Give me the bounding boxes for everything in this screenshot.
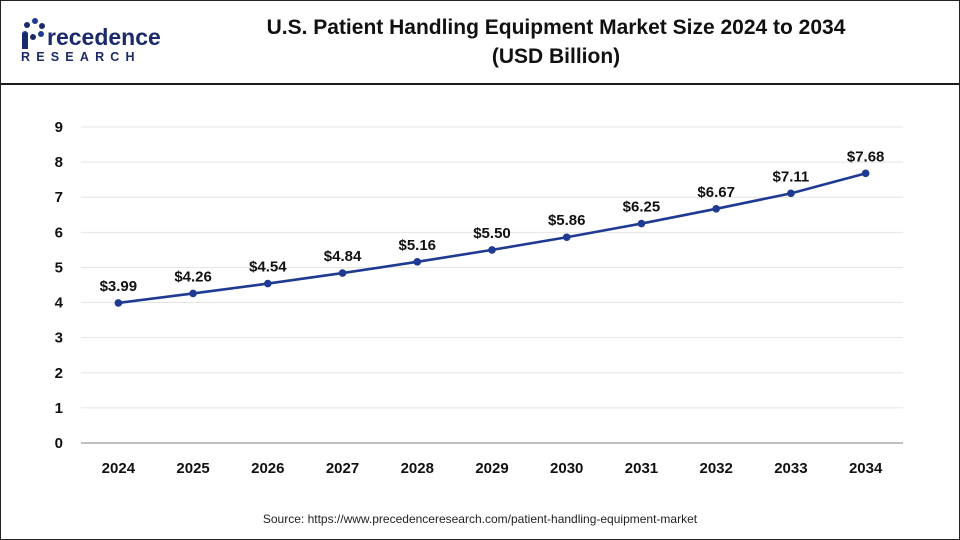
- data-label: $6.25: [623, 199, 661, 216]
- x-tick-label: 2025: [176, 460, 209, 477]
- chart-title-line2: (USD Billion): [491, 45, 621, 68]
- data-label: $5.16: [398, 237, 436, 254]
- data-label: $4.26: [174, 268, 212, 285]
- x-tick-label: 2032: [699, 460, 732, 477]
- y-axis-ticks: 0 1 2 3 4 5 6 7 8 9: [55, 119, 64, 452]
- logo-wordmark: recedence: [47, 24, 161, 50]
- x-tick-label: 2030: [550, 460, 583, 477]
- header: recedence RESEARCH U.S. Patient Handling…: [1, 1, 959, 85]
- chart-title-line1: U.S. Patient Handling Equipment Market S…: [266, 16, 846, 39]
- data-point: [488, 246, 496, 254]
- brand-logo: recedence RESEARCH: [21, 18, 161, 64]
- y-tick-label: 2: [55, 365, 63, 382]
- data-point: [562, 233, 571, 242]
- x-tick-label: 2024: [102, 460, 136, 477]
- data-points: [114, 169, 870, 307]
- data-point: [637, 219, 646, 228]
- y-tick-label: 7: [55, 189, 63, 206]
- data-label: $4.54: [249, 259, 287, 276]
- y-tick-label: 9: [55, 119, 63, 136]
- x-tick-label: 2029: [475, 460, 508, 477]
- x-tick-label: 2028: [401, 460, 434, 477]
- data-label: $7.68: [847, 148, 885, 165]
- data-point: [787, 189, 795, 198]
- y-tick-label: 1: [55, 400, 63, 417]
- data-label: $4.84: [324, 248, 362, 265]
- x-tick-label: 2026: [251, 460, 284, 477]
- data-label: $5.50: [473, 225, 511, 242]
- x-tick-label: 2027: [326, 460, 359, 477]
- data-point: [264, 279, 272, 288]
- x-axis-ticks: 2024 2025 2026 2027 2028 2029 2030 2031 2032 2033…: [102, 460, 883, 477]
- data-point: [861, 169, 870, 178]
- data-point: [712, 205, 720, 213]
- data-labels: $3.99 $4.26 $4.54 $4.84 $5.16 $5.50 $5.86 $6.25…: [100, 148, 885, 295]
- y-tick-label: 4: [55, 295, 64, 312]
- x-tick-label: 2033: [774, 460, 807, 477]
- y-tick-label: 8: [55, 154, 63, 171]
- data-label: $6.67: [697, 184, 735, 201]
- source-note: Source: https://www.precedenceresearch.c…: [262, 512, 698, 526]
- y-tick-label: 3: [55, 330, 63, 347]
- y-tick-label: 0: [55, 435, 63, 452]
- data-point: [114, 299, 123, 307]
- logo-mark: [22, 18, 45, 49]
- data-point: [189, 289, 197, 298]
- x-tick-label: 2034: [849, 460, 883, 477]
- data-label: $7.11: [773, 168, 810, 185]
- data-label: $3.99: [100, 278, 138, 295]
- data-label: $5.86: [548, 212, 586, 229]
- data-point: [413, 258, 422, 266]
- y-tick-label: 5: [55, 259, 63, 276]
- y-tick-label: 6: [55, 224, 63, 241]
- x-tick-label: 2031: [625, 460, 658, 477]
- data-point: [338, 269, 347, 277]
- logo-subtitle: RESEARCH: [21, 50, 141, 64]
- chart-title: U.S. Patient Handling Equipment Market S…: [211, 13, 901, 71]
